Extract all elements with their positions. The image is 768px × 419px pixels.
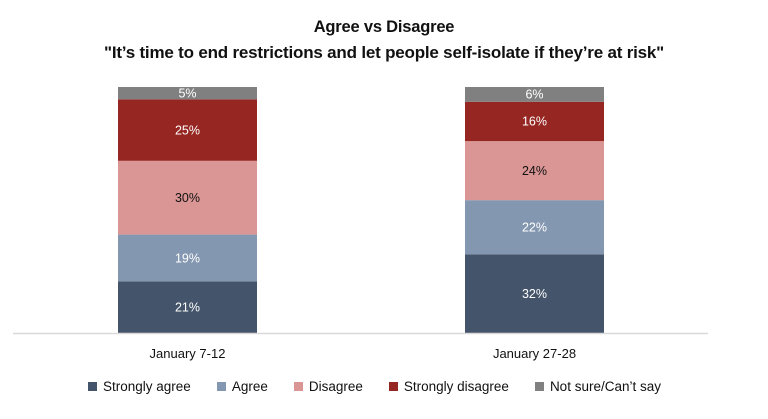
legend-item: Disagree — [293, 379, 363, 394]
legend-label: Disagree — [308, 379, 363, 394]
data-label: 30% — [175, 191, 200, 205]
data-label: 5% — [178, 86, 196, 100]
legend-swatch-icon — [388, 382, 398, 391]
bar-segment-strongly-agree-2 — [465, 254, 604, 333]
bar-segment-disagree-2 — [465, 141, 604, 201]
category-label: January 27-28 — [493, 346, 576, 361]
bar-segment-not-sure-can-t-say-1 — [118, 87, 257, 100]
category-labels: January 7-12 January 27-28 — [150, 346, 577, 361]
data-label: 22% — [522, 221, 547, 235]
data-label: 32% — [522, 287, 547, 301]
bar-segment-strongly-disagree-2 — [465, 101, 604, 142]
data-label: 16% — [522, 115, 547, 129]
bars-group: 21% 19% 30% 25% 5% 32% 22% 24% 16% 6% — [118, 86, 604, 333]
legend-item: Strongly disagree — [388, 379, 509, 394]
legend-item: Agree — [216, 379, 268, 394]
bar-segment-agree-1 — [118, 234, 257, 282]
legend-label: Strongly disagree — [403, 379, 509, 394]
bar-segment-strongly-agree-1 — [118, 281, 257, 333]
chart-title: Agree vs Disagree — [313, 18, 455, 36]
legend-item: Not sure/Can’t say — [534, 379, 661, 394]
legend-swatch-icon — [293, 382, 303, 391]
legend-item: Strongly agree — [88, 379, 191, 394]
legend-swatch-icon — [216, 382, 226, 391]
data-label: 21% — [175, 300, 200, 314]
data-label: 6% — [525, 88, 543, 102]
legend-swatch-icon — [534, 382, 544, 391]
legend-label: Not sure/Can’t say — [549, 379, 661, 394]
category-label: January 7-12 — [150, 346, 226, 361]
legend-swatch-icon — [88, 382, 97, 391]
legend-label: Agree — [231, 379, 268, 394]
bar-segment-strongly-disagree-1 — [118, 99, 257, 161]
chart-subtitle: "It’s time to end restrictions and let p… — [103, 43, 665, 62]
bar-segment-agree-2 — [465, 200, 604, 255]
bar-segment-not-sure-can-t-say-2 — [465, 87, 604, 102]
legend-label: Strongly agree — [103, 379, 191, 394]
data-label: 25% — [175, 123, 200, 137]
bar-segment-disagree-1 — [118, 160, 257, 235]
legend: Strongly agree Agree Disagree Strongly disa… — [88, 379, 687, 394]
data-label: 19% — [175, 251, 200, 265]
data-label: 24% — [522, 164, 547, 178]
